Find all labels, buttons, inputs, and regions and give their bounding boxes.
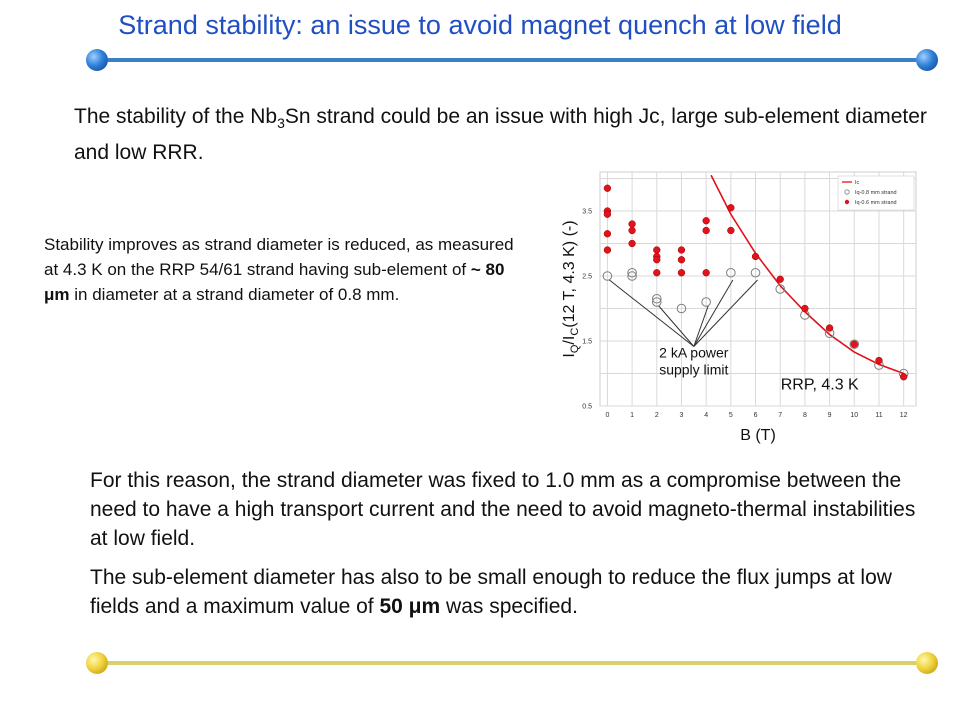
annotation-rrp: RRP, 4.3 K — [781, 377, 859, 394]
slide-title: Strand stability: an issue to avoid magn… — [118, 10, 842, 40]
x-tick-label: 5 — [729, 412, 733, 419]
annotation-pointer — [658, 305, 695, 347]
title-divider — [86, 49, 938, 71]
footer-divider — [86, 652, 938, 674]
iq-0.6mm-point — [603, 184, 612, 192]
iq-0.8mm-point — [849, 339, 860, 350]
paragraph-2: The sub-element diameter has also to be … — [90, 566, 892, 618]
annotation-pointer — [693, 279, 734, 347]
annotation-pointer — [693, 305, 709, 347]
bottom-text: For this reason, the strand diameter was… — [90, 466, 930, 631]
iq-0.8mm-point — [651, 293, 662, 304]
legend-label: Iq-0.6 mm strand — [855, 200, 897, 206]
annotation-power-limit-line2: supply limit — [659, 362, 728, 378]
iq-0.8mm-point — [627, 271, 637, 281]
iq-0.6mm-point — [900, 373, 908, 381]
iq-0.6mm-point — [603, 246, 612, 254]
iq-0.6mm-point — [702, 269, 710, 277]
iq-0.8mm-point — [775, 284, 786, 294]
iq-0.6mm-point — [850, 340, 858, 348]
iq-0.8mm-point — [651, 297, 662, 307]
iq-0.6mm-point — [825, 324, 834, 332]
legend-label: Iq-0.8 mm strand — [855, 190, 897, 196]
stability-chart: 0 1 2 3 4 5 6 7 8 9 10 11 12 0.5 1.5 2.5 3.5 B (T) IQ/IC(1… — [548, 166, 928, 446]
footer-right-bullet — [916, 652, 938, 674]
x-tick-label: 7 — [778, 412, 782, 419]
iq-0.8mm-point — [627, 267, 637, 278]
iq-0.6mm-point — [628, 220, 636, 228]
iq-0.6mm-point — [677, 246, 686, 254]
x-tick-label: 12 — [900, 412, 908, 419]
x-tick-label: 8 — [803, 412, 807, 419]
x-tick-label: 2 — [655, 412, 659, 419]
iq-0.6mm-point — [653, 269, 661, 277]
x-tick-label: 10 — [850, 412, 858, 419]
iq-0.6mm-point — [603, 210, 612, 218]
iq-0.6mm-point — [776, 275, 784, 283]
iq-0.8mm-point — [602, 271, 613, 281]
x-tick-label: 1 — [630, 412, 634, 419]
side-note: Stability improves as strand diameter is… — [44, 235, 514, 304]
iq-0.6mm-point — [603, 230, 612, 238]
iq-0.8mm-point — [726, 267, 736, 278]
iq-0.6mm-point — [677, 256, 686, 264]
iq-0.6mm-point — [702, 226, 710, 235]
chart-svg: 0 1 2 3 4 5 6 7 8 9 10 11 120.51.52.53.5B (T)IQ/IC(1… — [561, 171, 917, 444]
iq-0.6mm-point — [801, 304, 809, 313]
paragraph-1: For this reason, the strand diameter was… — [90, 469, 916, 550]
iq-0.6mm-point — [727, 226, 735, 235]
legend-label: Ic — [855, 180, 860, 186]
iq-0.8mm-point — [750, 267, 761, 278]
legend-swatch-filled — [844, 199, 850, 205]
iq-0.6mm-point — [727, 204, 735, 212]
x-tick-label: 6 — [754, 412, 758, 419]
iq-0.8mm-point — [701, 297, 711, 307]
annotation-pointer — [693, 279, 758, 347]
y-tick-label: 2.5 — [582, 274, 592, 281]
legend-swatch-open — [844, 189, 850, 195]
iq-0.6mm-point — [628, 226, 636, 235]
iq-0.6mm-point — [751, 252, 760, 261]
iq-0.8mm-point — [676, 303, 687, 314]
iq-0.6mm-point — [653, 256, 661, 264]
iq-0.6mm-point — [702, 217, 710, 225]
annotation-power-limit-line1: 2 kA power — [659, 345, 729, 361]
y-tick-label: 1.5 — [582, 339, 592, 346]
x-tick-label: 4 — [704, 412, 708, 419]
iq-0.6mm-point — [875, 356, 883, 365]
y-axis-title: IQ/IC(12 T, 4.3 K) (-) — [561, 220, 581, 357]
x-tick-label: 9 — [828, 412, 832, 419]
intro-text: The stability of the Nb3Sn strand could … — [74, 105, 927, 165]
divider-left-bullet — [86, 49, 108, 71]
iq-0.6mm-point — [653, 246, 661, 254]
divider-right-bullet — [916, 49, 938, 71]
x-axis-title: B (T) — [740, 427, 776, 444]
y-tick-label: 3.5 — [582, 209, 592, 216]
x-tick-label: 3 — [680, 412, 684, 419]
y-tick-label: 0.5 — [582, 404, 592, 411]
iq-0.6mm-point — [677, 269, 686, 277]
footer-left-bullet — [86, 652, 108, 674]
x-tick-label: 11 — [875, 412, 882, 419]
iq-0.6mm-point — [628, 239, 636, 248]
x-tick-label: 0 — [605, 412, 609, 419]
annotation-pointer — [609, 279, 695, 347]
